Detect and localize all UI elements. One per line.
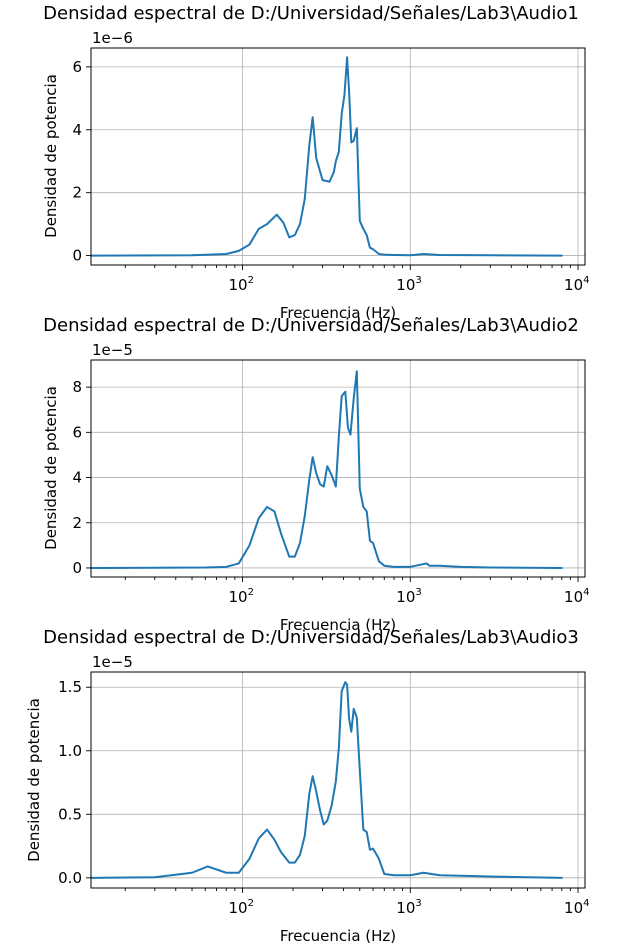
y-tick-label: 4 — [72, 121, 82, 139]
y-tick-label: 8 — [72, 378, 82, 396]
y-axis-label: Densidad de potencia — [42, 74, 60, 238]
chart-title: Densidad espectral de D:/Universidad/Señ… — [43, 315, 579, 336]
chart-panel-1: 0 2 4 6 102 103 104 Densidad espectral de D:/U… — [42, 3, 590, 322]
x-axis-label: Frecuencia (Hz) — [280, 927, 396, 945]
plot-frame — [90, 359, 586, 578]
y-offset-label: 1e−5 — [92, 341, 133, 359]
x-tick-label: 103 — [396, 275, 421, 294]
chart-title: Densidad espectral de D:/Universidad/Señ… — [43, 3, 579, 24]
plot-frame — [90, 47, 586, 266]
x-axis-label: Frecuencia (Hz) — [280, 304, 396, 322]
chart-panel-3: 0.0 0.5 1.0 1.5 102 103 104 Densidad espectral… — [25, 627, 590, 945]
y-tick-label: 0.0 — [58, 869, 82, 887]
y-tick-label: 4 — [72, 469, 82, 487]
y-tick-label: 2 — [72, 514, 82, 532]
y-axis-label: Densidad de potencia — [25, 698, 43, 862]
series-line — [90, 370, 563, 569]
x-tick-label: 104 — [564, 275, 589, 294]
y-axis-label: Densidad de potencia — [42, 386, 60, 550]
chart-title: Densidad espectral de D:/Universidad/Señ… — [43, 627, 579, 648]
chart-panel-2: 0 2 4 6 8 102 103 104 Densidad espectral de D:/… — [42, 315, 590, 634]
x-tick-label: 104 — [564, 898, 589, 917]
y-tick-label: 2 — [72, 184, 82, 202]
x-tick-label: 104 — [564, 587, 589, 606]
y-tick-label: 1.0 — [58, 742, 82, 760]
plot-frame — [90, 671, 586, 889]
series-line — [90, 681, 563, 879]
x-tick-label: 103 — [396, 587, 421, 606]
x-tick-label: 102 — [229, 898, 254, 917]
y-offset-label: 1e−5 — [92, 653, 133, 671]
series-line — [90, 56, 563, 257]
x-tick-label: 102 — [229, 275, 254, 294]
x-tick-label: 103 — [396, 898, 421, 917]
y-tick-label: 6 — [72, 423, 82, 441]
y-offset-label: 1e−6 — [92, 29, 133, 47]
y-tick-label: 0.5 — [58, 805, 82, 823]
x-axis-label: Frecuencia (Hz) — [280, 616, 396, 634]
y-tick-label: 0 — [72, 247, 82, 265]
y-tick-label: 0 — [72, 559, 82, 577]
y-tick-label: 6 — [72, 58, 82, 76]
x-tick-label: 102 — [229, 587, 254, 606]
y-tick-label: 1.5 — [58, 678, 82, 696]
